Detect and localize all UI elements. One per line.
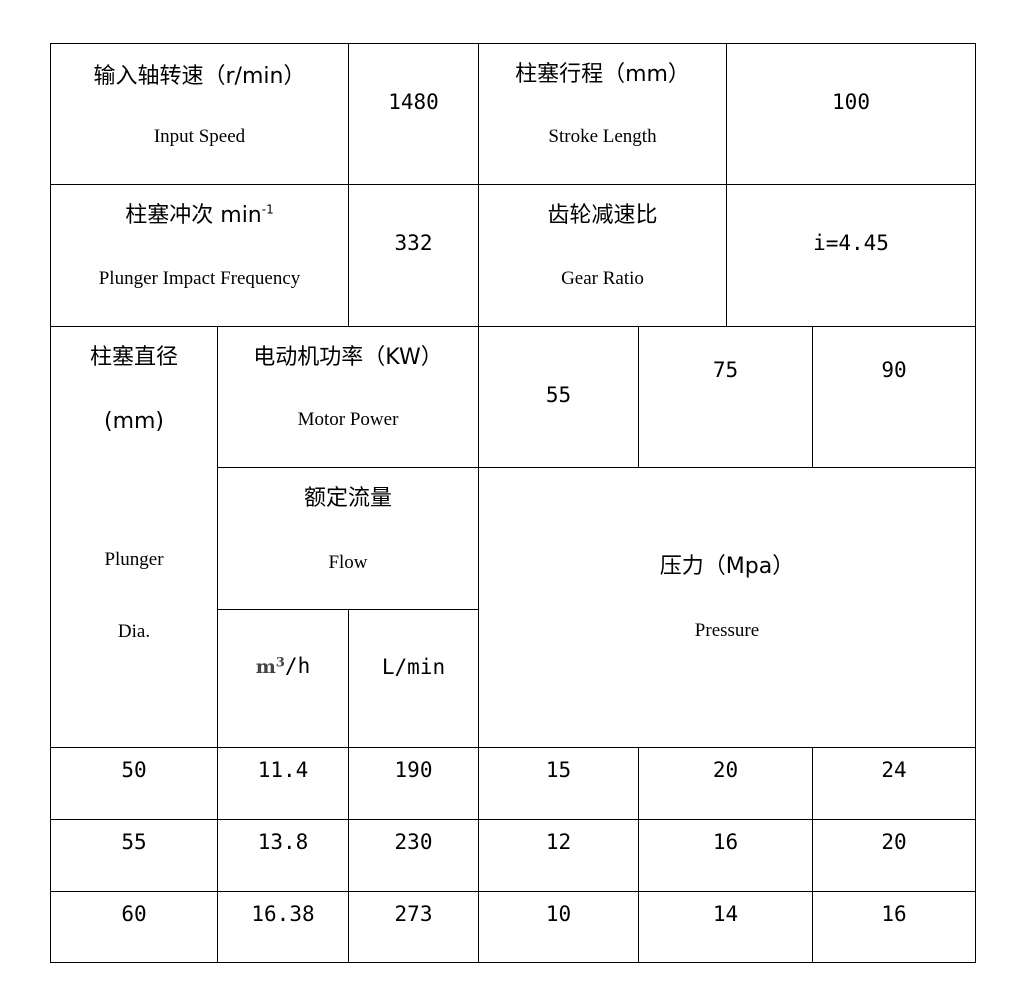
pressure-en: Pressure [694,620,760,641]
pressure-zh: 压力（Mpa） [659,554,795,579]
input-speed-label-cell: 输入轴转速（r/min） Input Speed [50,43,349,185]
table-cell-flow-lmin: 273 [348,891,479,963]
motor-value-90: 90 [881,358,907,382]
table-cell-plunger-dia: 50 [50,747,218,820]
m3-base: m [255,656,276,678]
frequency-zh: 柱塞冲次 min-1 [51,197,348,229]
motor-label-cell: 电动机功率（KW） Motor Power [217,326,479,468]
plunger-unit: (mm) [103,409,165,434]
pressure-75kw-value: 20 [712,758,739,782]
flow-lmin-value: 190 [394,758,433,782]
motor-value-cell: 55 [478,326,639,468]
pressure-55kw-value: 12 [545,830,572,854]
motor-value-55: 55 [545,383,572,407]
plunger-label-cell: 柱塞直径 (mm) Plunger Dia. [50,326,218,748]
table-cell-pressure-90kw: 16 [812,891,976,963]
plunger-dia-value: 60 [121,902,147,926]
frequency-value-cell: 332 [348,184,479,327]
gear-en: Gear Ratio [561,268,644,289]
flow-unit-m3h: m3/h [218,654,348,678]
frequency-sup: -1 [261,202,274,217]
flow-label-cell: 额定流量 Flow [217,467,479,610]
plunger-en1: Plunger [104,549,164,570]
gear-value-cell: i=4.45 [726,184,976,327]
plunger-zh: 柱塞直径 [89,345,178,370]
table-cell-flow-lmin: 190 [348,747,479,820]
flow-m3h-value: 11.4 [257,758,309,782]
gear-zh: 齿轮减速比 [547,203,658,228]
m3-tail: /h [284,654,311,678]
pressure-55kw-value: 15 [545,758,572,782]
m3-sup: 3 [275,655,285,671]
flow-unit-lmin-cell: L/min [348,609,479,748]
pressure-90kw-value: 20 [881,830,907,854]
table-cell-flow-m3h: 16.38 [217,891,349,963]
stroke-value: 100 [832,90,870,114]
stroke-zh: 柱塞行程（mm） [515,62,690,87]
flow-m3h-value: 13.8 [257,830,309,854]
flow-lmin-value: 273 [394,902,433,926]
input-speed-en: Input Speed [153,126,246,147]
table-cell-pressure-75kw: 14 [638,891,813,963]
flow-unit-m3h-cell: m3/h [217,609,349,748]
input-speed-zh: 输入轴转速（r/min） [93,64,306,89]
pressure-90kw-value: 16 [881,902,907,926]
table-cell-pressure-55kw: 10 [478,891,639,963]
table-cell-pressure-90kw: 20 [812,819,976,892]
gear-label-cell: 齿轮减速比 Gear Ratio [478,184,727,327]
input-speed-value-cell: 1480 [348,43,479,185]
flow-m3h-value: 16.38 [251,902,315,926]
motor-en: Motor Power [297,409,399,430]
flow-lmin-value: 230 [394,830,433,854]
motor-value-cell: 75 [638,326,813,468]
pressure-75kw-value: 14 [712,902,739,926]
stroke-value-cell: 100 [726,43,976,185]
table-cell-flow-lmin: 230 [348,819,479,892]
table-cell-pressure-55kw: 15 [478,747,639,820]
motor-value-cell: 90 [812,326,976,468]
table-cell-pressure-90kw: 24 [812,747,976,820]
frequency-value: 332 [394,231,433,255]
frequency-en: Plunger Impact Frequency [98,268,301,289]
frequency-label-cell: 柱塞冲次 min-1 Plunger Impact Frequency [50,184,349,327]
flow-en: Flow [328,552,368,573]
pressure-55kw-value: 10 [545,902,572,926]
plunger-en2: Dia. [117,621,151,642]
stroke-label-cell: 柱塞行程（mm） Stroke Length [478,43,727,185]
table-cell-pressure-75kw: 16 [638,819,813,892]
input-speed-value: 1480 [388,90,439,114]
stroke-en: Stroke Length [548,126,657,147]
pressure-label-cell: 压力（Mpa） Pressure [478,467,976,748]
plunger-dia-value: 50 [121,758,147,782]
table-cell-pressure-75kw: 20 [638,747,813,820]
table-cell-plunger-dia: 55 [50,819,218,892]
table-cell-plunger-dia: 60 [50,891,218,963]
frequency-zh-text: 柱塞冲次 min [125,203,262,228]
plunger-dia-value: 55 [121,830,147,854]
gear-value: i=4.45 [813,231,889,255]
table-cell-pressure-55kw: 12 [478,819,639,892]
motor-zh: 电动机功率（KW） [253,345,443,370]
pressure-90kw-value: 24 [881,758,907,782]
motor-value-75: 75 [712,358,739,382]
table-cell-flow-m3h: 13.8 [217,819,349,892]
pressure-75kw-value: 16 [712,830,739,854]
table-cell-flow-m3h: 11.4 [217,747,349,820]
flow-zh: 额定流量 [303,486,392,511]
flow-unit-lmin: L/min [381,655,446,679]
